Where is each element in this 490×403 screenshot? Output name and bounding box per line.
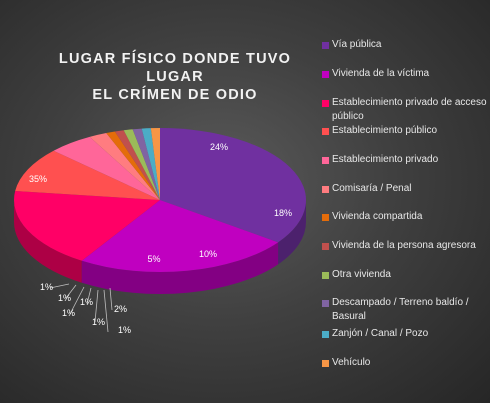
legend-label: Vivienda de la víctima <box>332 68 430 79</box>
data-label-leader-line <box>94 289 99 323</box>
legend-swatch <box>322 214 329 221</box>
data-label-leader-line <box>65 284 77 299</box>
data-label: 10% <box>199 249 217 259</box>
legend-label: Establecimiento privado de acceso públic… <box>332 97 487 122</box>
legend-swatch <box>322 360 329 367</box>
pie-slice <box>13 190 160 261</box>
pie-slice <box>53 136 160 200</box>
pie-slice <box>81 200 279 272</box>
legend-label: Vía pública <box>332 39 382 50</box>
data-label-leader-line <box>109 287 113 311</box>
data-label: 2% <box>114 304 127 314</box>
legend-label: Comisaría / Penal <box>332 183 412 194</box>
legend-swatch <box>322 100 329 107</box>
data-label-leader-line <box>86 287 92 305</box>
legend-label: Zanjón / Canal / Pozo <box>332 328 429 339</box>
data-label-leader-line <box>69 286 85 315</box>
legend-label: Vivienda compartida <box>332 211 423 222</box>
pie-slice-side <box>278 200 306 265</box>
pie-slice-side <box>81 242 279 294</box>
legend-label: Establecimiento público <box>332 125 438 136</box>
pie-slice <box>132 128 160 200</box>
legend-label: Vehículo <box>332 357 371 368</box>
legend-swatch <box>322 300 329 307</box>
legend-swatch <box>322 42 329 49</box>
chart-title-line-1: LUGAR FÍSICO DONDE TUVO LUGAR <box>58 51 292 85</box>
legend-swatch <box>322 128 329 135</box>
data-label-leader-line <box>49 283 70 289</box>
legend-swatch <box>322 243 329 250</box>
pie-slice <box>106 131 160 200</box>
legend-label: Descampado / Terreno baldío / Basural <box>332 297 469 322</box>
data-label: 1% <box>80 297 93 307</box>
data-label: 18% <box>274 208 292 218</box>
pie-slice <box>89 133 160 200</box>
chart-title-line-2: EL CRÍMEN DE ODIO <box>92 87 258 103</box>
legend-swatch <box>322 157 329 164</box>
pie-slice <box>160 128 307 243</box>
pie-slice <box>114 130 160 200</box>
legend-label: Vivienda de la persona agresora <box>332 240 476 251</box>
data-label: 5% <box>147 254 160 264</box>
pie-slice <box>123 129 160 200</box>
data-label: 1% <box>92 317 105 327</box>
data-label: 1% <box>62 308 75 318</box>
data-label: 1% <box>58 293 71 303</box>
data-label: 1% <box>118 325 131 335</box>
data-label: 35% <box>29 174 47 184</box>
legend-label: Establecimiento privado <box>332 154 439 165</box>
legend-label: Otra vivienda <box>332 269 391 280</box>
pie-slice-side <box>14 200 82 283</box>
data-label: 24% <box>210 142 228 152</box>
chart-title: LUGAR FÍSICO DONDE TUVO LUGAR EL CRÍMEN … <box>30 50 320 104</box>
legend-swatch <box>322 186 329 193</box>
legend-swatch <box>322 272 329 279</box>
legend-swatch <box>322 331 329 338</box>
pie-slice <box>15 150 160 200</box>
legend-swatch <box>322 71 329 78</box>
data-label: 1% <box>40 282 53 292</box>
pie-slice <box>141 128 160 200</box>
data-label-leader-line <box>103 289 109 333</box>
pie-slice <box>150 128 160 200</box>
